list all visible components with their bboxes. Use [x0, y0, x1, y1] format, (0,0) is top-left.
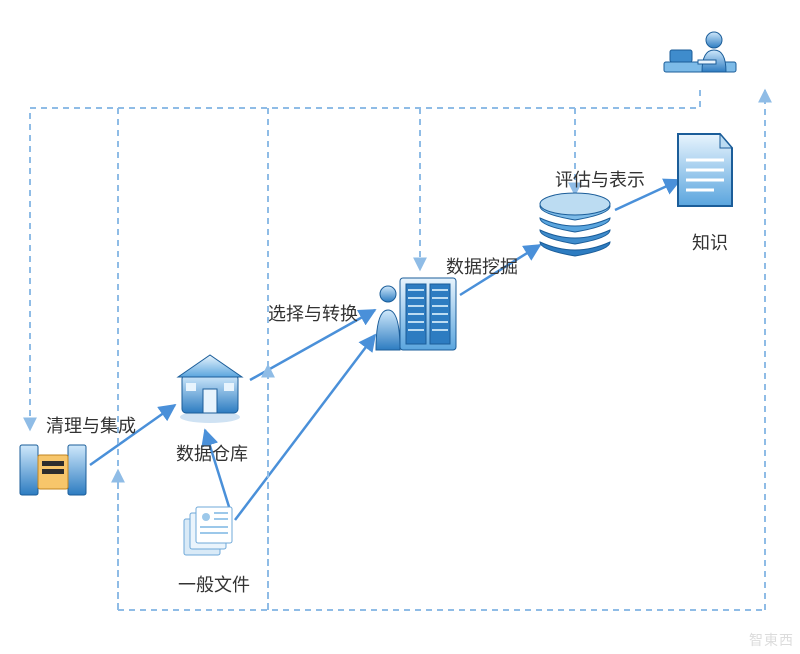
label-mining: 数据挖掘: [446, 253, 518, 279]
label-knowledge: 知识: [692, 229, 728, 255]
stack-icon: [535, 190, 615, 260]
warehouse-icon: [170, 345, 250, 425]
files-icon: [180, 505, 235, 560]
label-warehouse: 数据仓库: [176, 440, 248, 466]
label-clean-integrate: 清理与集成: [46, 412, 136, 438]
datacenter-icon: [370, 270, 460, 360]
analyst-icon: [660, 26, 740, 86]
label-select-transform: 选择与转换: [268, 300, 358, 326]
diagram-stage: 清理与集成 数据仓库 一般文件 选择与转换 数据挖掘 评估与表示 知识 智東西: [0, 0, 800, 654]
servers-icon: [18, 435, 88, 505]
label-evaluate: 评估与表示: [555, 166, 645, 192]
watermark-text: 智東西: [749, 630, 794, 650]
document-icon: [670, 130, 740, 210]
label-files: 一般文件: [178, 571, 250, 597]
